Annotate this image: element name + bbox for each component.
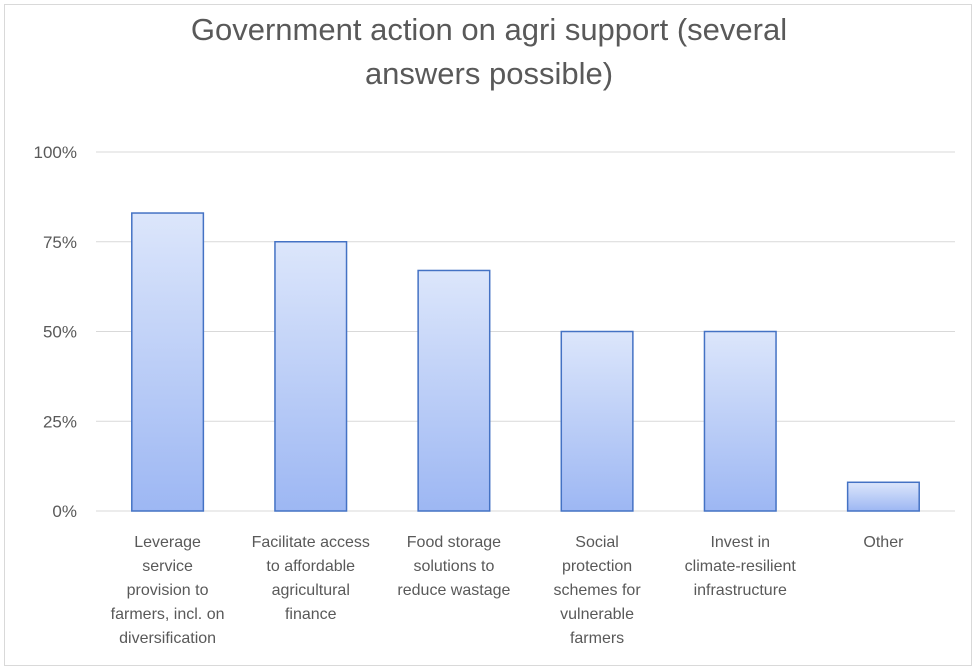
category-label: Other (863, 534, 904, 551)
category-label: Social protection schemes for vulnerable far… (554, 534, 642, 647)
bar (131, 212, 205, 512)
category-label: Facilitate access to affordable agricultur… (252, 534, 370, 623)
y-tick-label: 0% (52, 502, 77, 521)
category-label: Food storage solutions to reduce wastage (397, 534, 510, 599)
bar (703, 330, 777, 512)
bar (560, 330, 634, 512)
y-tick-label: 75% (43, 233, 77, 252)
y-axis-ticks: 0% 25% 50% 75% 100% (34, 143, 77, 521)
bars (131, 212, 920, 512)
y-tick-label: 25% (43, 412, 77, 431)
category-labels: Leverage service provision to farmers, incl… (111, 534, 904, 647)
bar (846, 481, 920, 512)
y-tick-label: 100% (34, 143, 77, 162)
gridlines (96, 151, 955, 512)
y-tick-label: 50% (43, 323, 77, 342)
bar (274, 241, 348, 512)
category-label: Invest in climate-resilient infrastructure (685, 534, 797, 599)
category-label: Leverage service provision to farmers, incl… (111, 534, 225, 647)
chart-title: Government action on agri support (sever… (190, 12, 788, 91)
bar (417, 269, 491, 512)
